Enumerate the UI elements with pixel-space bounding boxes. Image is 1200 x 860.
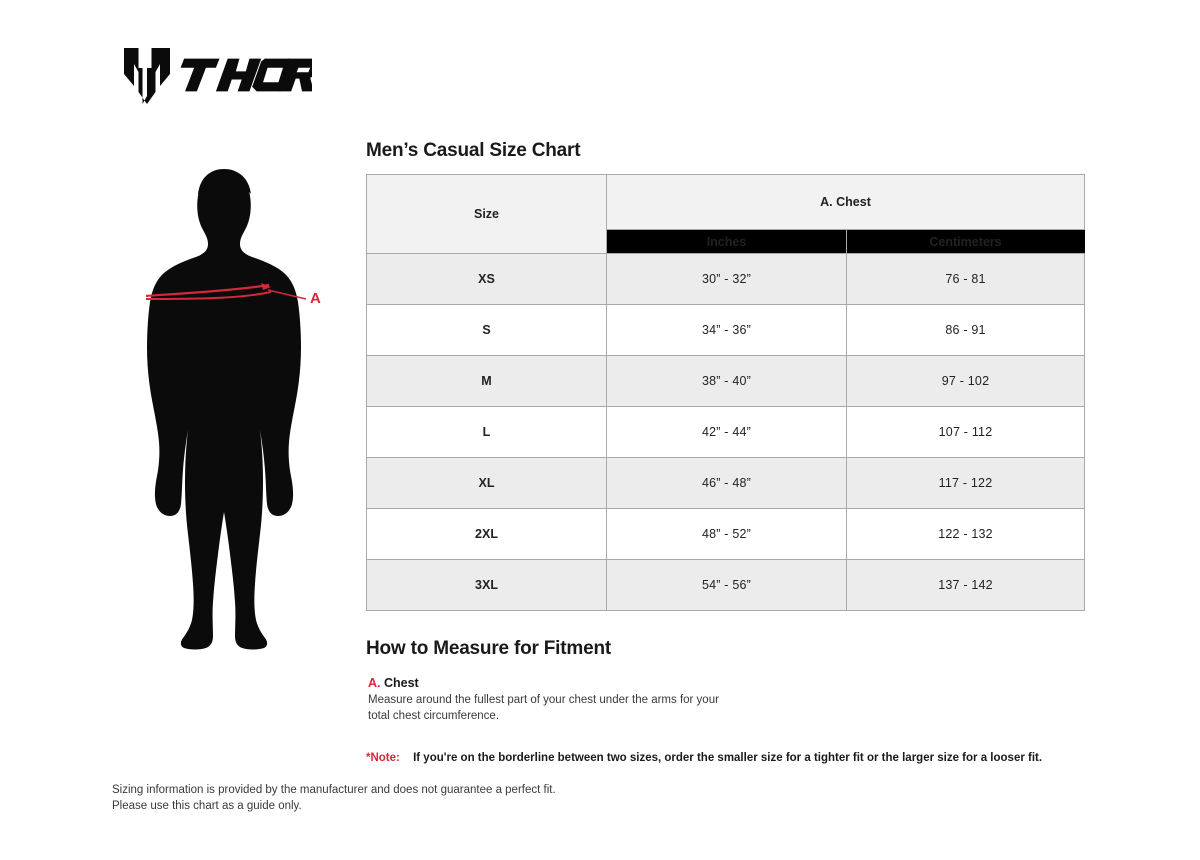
footer-disclaimer: Sizing information is provided by the ma… bbox=[112, 782, 672, 814]
table-header-row-2: Inches Centimeters bbox=[367, 229, 1086, 254]
hair-shape bbox=[198, 169, 251, 204]
table-row: L 42” - 44” 107 - 112 bbox=[366, 406, 1086, 458]
cell-inches: 54” - 56” bbox=[606, 559, 847, 611]
cell-size: L bbox=[366, 406, 607, 458]
footer-line-2: Please use this chart as a guide only. bbox=[112, 800, 302, 812]
note-row: *Note: If you're on the borderline betwe… bbox=[366, 752, 1042, 764]
table-row: XS 30” - 32” 76 - 81 bbox=[366, 253, 1086, 305]
size-chart-table: Size A. Chest Inches Centimeters XS 30” … bbox=[366, 173, 1086, 611]
how-to-measure-title: How to Measure for Fitment bbox=[366, 638, 611, 659]
cell-size: 3XL bbox=[366, 559, 607, 611]
thor-wordmark bbox=[180, 58, 312, 92]
cell-inches: 46” - 48” bbox=[606, 457, 847, 509]
cell-inches: 34” - 36” bbox=[606, 304, 847, 356]
header-chest-group: A. Chest bbox=[605, 173, 1086, 231]
silhouette-shape bbox=[147, 170, 301, 650]
cell-centimeters: 76 - 81 bbox=[845, 253, 1086, 305]
cell-inches: 30” - 32” bbox=[606, 253, 847, 305]
chest-measure-line bbox=[145, 283, 307, 300]
cell-centimeters: 137 - 142 bbox=[845, 559, 1086, 611]
male-figure-svg: A bbox=[145, 169, 321, 650]
table-row: XL 46” - 48” 117 - 122 bbox=[366, 457, 1086, 509]
measure-description-line1: Measure around the fullest part of your … bbox=[368, 694, 719, 706]
cell-size: XL bbox=[366, 457, 607, 509]
header-size: Size bbox=[366, 174, 607, 254]
cell-centimeters: 122 - 132 bbox=[845, 508, 1086, 560]
table-row: 2XL 48” - 52” 122 - 132 bbox=[366, 508, 1086, 560]
body-silhouette-diagram: A bbox=[128, 166, 328, 656]
page-title: Men’s Casual Size Chart bbox=[366, 140, 581, 161]
measure-description: Measure around the fullest part of your … bbox=[368, 692, 788, 724]
cell-centimeters: 86 - 91 bbox=[845, 304, 1086, 356]
measure-description-line2: total chest circumference. bbox=[368, 710, 500, 722]
footer-line-1: Sizing information is provided by the ma… bbox=[112, 784, 556, 796]
cell-inches: 48” - 52” bbox=[606, 508, 847, 560]
note-label: *Note: bbox=[366, 752, 400, 764]
cell-inches: 38” - 40” bbox=[606, 355, 847, 407]
cell-size: 2XL bbox=[366, 508, 607, 560]
cell-centimeters: 107 - 112 bbox=[845, 406, 1086, 458]
measure-key-chest: A. Chest bbox=[368, 676, 419, 690]
table-row: S 34” - 36” 86 - 91 bbox=[366, 304, 1086, 356]
header-inches: Inches bbox=[606, 229, 847, 254]
note-text: If you're on the borderline between two … bbox=[413, 752, 1043, 764]
cell-size: S bbox=[366, 304, 607, 356]
measure-key-name: Chest bbox=[383, 676, 419, 690]
table-row: M 38” - 40” 97 - 102 bbox=[366, 355, 1086, 407]
measure-key-letter: A. bbox=[368, 676, 381, 690]
thor-t-logo-icon bbox=[124, 48, 170, 104]
chest-marker-label: A bbox=[310, 290, 321, 307]
brand-logo bbox=[124, 44, 314, 106]
size-table-body: XS 30” - 32” 76 - 81 S 34” - 36” 86 - 91… bbox=[366, 253, 1086, 611]
header-centimeters: Centimeters bbox=[845, 229, 1086, 254]
cell-centimeters: 117 - 122 bbox=[845, 457, 1086, 509]
cell-inches: 42” - 44” bbox=[606, 406, 847, 458]
table-header-row-1: Size A. Chest bbox=[366, 173, 1086, 254]
table-row: 3XL 54” - 56” 137 - 142 bbox=[366, 559, 1086, 611]
cell-centimeters: 97 - 102 bbox=[845, 355, 1086, 407]
cell-size: XS bbox=[366, 253, 607, 305]
cell-size: M bbox=[366, 355, 607, 407]
